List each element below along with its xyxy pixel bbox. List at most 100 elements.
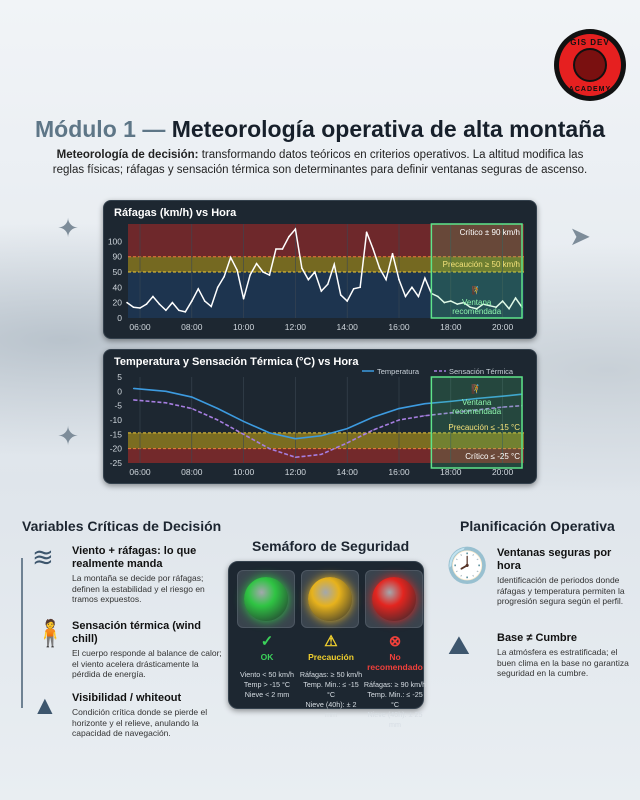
gust-point bbox=[372, 248, 374, 250]
x-tick-label: 16:00 bbox=[388, 467, 410, 477]
data-point bbox=[320, 453, 322, 455]
window-label: recomendada bbox=[452, 307, 501, 316]
data-point bbox=[243, 420, 245, 423]
y-tick-label: 90 bbox=[113, 252, 123, 262]
legend-label: Sensación Térmica bbox=[449, 367, 514, 376]
gust-point bbox=[326, 283, 329, 286]
criterion: Nieve (40h): ± 25 mm bbox=[367, 710, 423, 729]
criterion: Nieve (40h): ± 2 mm bbox=[305, 700, 357, 719]
gust-point bbox=[495, 306, 497, 309]
gust-point bbox=[281, 248, 284, 250]
critical-band bbox=[128, 448, 524, 463]
legend-label: Temperatura bbox=[377, 367, 420, 376]
clock-mountain-icon: 🕗 bbox=[446, 547, 489, 585]
compass-rose-icon: ✦ bbox=[57, 213, 79, 243]
data-point bbox=[346, 428, 348, 430]
status-label: OK bbox=[260, 652, 274, 662]
gust-point bbox=[378, 267, 381, 269]
chart-title: Ráfagas (km/h) vs Hora bbox=[114, 207, 237, 219]
gust-point bbox=[307, 278, 310, 281]
lamp-light bbox=[244, 577, 288, 621]
critical-band bbox=[128, 224, 524, 257]
gust-point bbox=[417, 295, 420, 298]
wind-icon: ≋ bbox=[32, 542, 54, 572]
page-title: Módulo 1 — Meteorología operativa de alt… bbox=[35, 116, 605, 142]
plan-item: Base ≠ Cumbre La atmósfera es estratifica… bbox=[497, 632, 629, 678]
status-0: ✓ OK Viento < 50 km/h Temp > -15 °C Nieve < … bbox=[235, 632, 299, 700]
status-criteria: Ráfagas: ≥ 50 km/h Temp. Min.: ≤ -15 °C Ni… bbox=[299, 670, 363, 720]
status-2: ⊗ No recomendado Ráfagas: ≥ 90 km/h Temp. M… bbox=[363, 632, 427, 730]
critical-label: Crítico ≤ -25 °C bbox=[465, 452, 520, 461]
gust-point bbox=[210, 305, 213, 308]
gust-point bbox=[152, 295, 154, 298]
gust-point bbox=[132, 306, 135, 309]
data-point bbox=[398, 419, 400, 421]
data-point bbox=[132, 387, 135, 390]
window-label: recomendada bbox=[452, 407, 501, 416]
gust-point bbox=[236, 269, 238, 271]
mountain-question-icon: ▲ bbox=[32, 690, 58, 720]
temperature-line bbox=[133, 387, 523, 440]
stratified-mountain-icon: ⛰ bbox=[448, 630, 470, 660]
criterion: Ráfagas: ≥ 90 km/h bbox=[363, 680, 427, 689]
gust-point bbox=[508, 307, 510, 310]
status-label: Precaución bbox=[308, 652, 354, 662]
gust-point bbox=[352, 288, 355, 290]
recommended-window bbox=[430, 223, 523, 319]
compass-rose-icon: ✦ bbox=[57, 421, 79, 451]
x-tick-label: 20:00 bbox=[492, 467, 514, 477]
planificacion-title: Planificación Operativa bbox=[460, 518, 615, 534]
data-point bbox=[294, 456, 296, 458]
temperature-chart: Temperatura y Sensación Térmica (°C) vs … bbox=[103, 349, 537, 484]
gust-point bbox=[359, 286, 361, 289]
variable-item: Sensación térmica (wind chill) El cuerpo … bbox=[72, 620, 222, 679]
wind-chill-line bbox=[133, 399, 523, 459]
y-tick-label: 50 bbox=[113, 267, 123, 277]
gust-point bbox=[411, 286, 413, 289]
gust-point bbox=[501, 300, 504, 302]
x-tick-label: 18:00 bbox=[440, 467, 462, 477]
y-tick-label: -25 bbox=[110, 458, 123, 468]
gust-point bbox=[385, 278, 387, 281]
variable-item: Viento + ráfagas: lo que realmente manda… bbox=[72, 545, 205, 604]
gust-point bbox=[469, 306, 472, 309]
data-point bbox=[372, 416, 374, 418]
gusts-chart: Ráfagas (km/h) vs Hora 06:00 08:00 10:00 12… bbox=[103, 200, 537, 339]
gust-point bbox=[171, 301, 174, 304]
recommended-window bbox=[430, 376, 523, 469]
y-tick-label: 100 bbox=[108, 236, 122, 246]
data-point bbox=[346, 442, 348, 444]
status-criteria: Ráfagas: ≥ 90 km/h Temp. Min.: ≤ -25 °C Ni… bbox=[363, 680, 427, 730]
criterion: Temp > -15 °C bbox=[243, 680, 291, 689]
gust-point bbox=[462, 301, 465, 304]
safe-band bbox=[128, 272, 524, 318]
lamp-light bbox=[308, 577, 352, 621]
gust-point bbox=[242, 297, 245, 300]
data-point bbox=[502, 395, 504, 397]
variables-title: Variables Críticas de Decisión bbox=[22, 518, 222, 534]
gust-point bbox=[262, 271, 264, 273]
x-tick-label: 08:00 bbox=[181, 467, 203, 477]
gust-point bbox=[178, 309, 180, 312]
data-point bbox=[450, 412, 452, 414]
x-tick-label: 06:00 bbox=[129, 322, 151, 332]
data-point bbox=[450, 400, 452, 402]
gust-point bbox=[424, 277, 426, 279]
traffic-lamp-green bbox=[237, 570, 295, 628]
data-point bbox=[268, 432, 271, 434]
cross-icon: ⊗ bbox=[388, 633, 402, 650]
data-point bbox=[165, 402, 167, 404]
data-point bbox=[424, 415, 426, 417]
data-point bbox=[476, 397, 478, 400]
x-tick-label: 18:00 bbox=[440, 322, 462, 332]
gust-point bbox=[333, 263, 336, 266]
gust-point bbox=[145, 303, 148, 305]
gust-point bbox=[443, 301, 446, 304]
gust-point bbox=[488, 304, 491, 307]
temperature-plot: 06:00 08:00 10:00 12:00 14:00 16:00 18:00 20:00… bbox=[110, 367, 524, 477]
gust-point bbox=[514, 297, 517, 299]
criterion: Nieve < 2 mm bbox=[244, 690, 290, 699]
status-label: No recomendado bbox=[367, 652, 423, 672]
window-label: Ventana bbox=[462, 298, 492, 307]
gust-point bbox=[255, 262, 258, 265]
